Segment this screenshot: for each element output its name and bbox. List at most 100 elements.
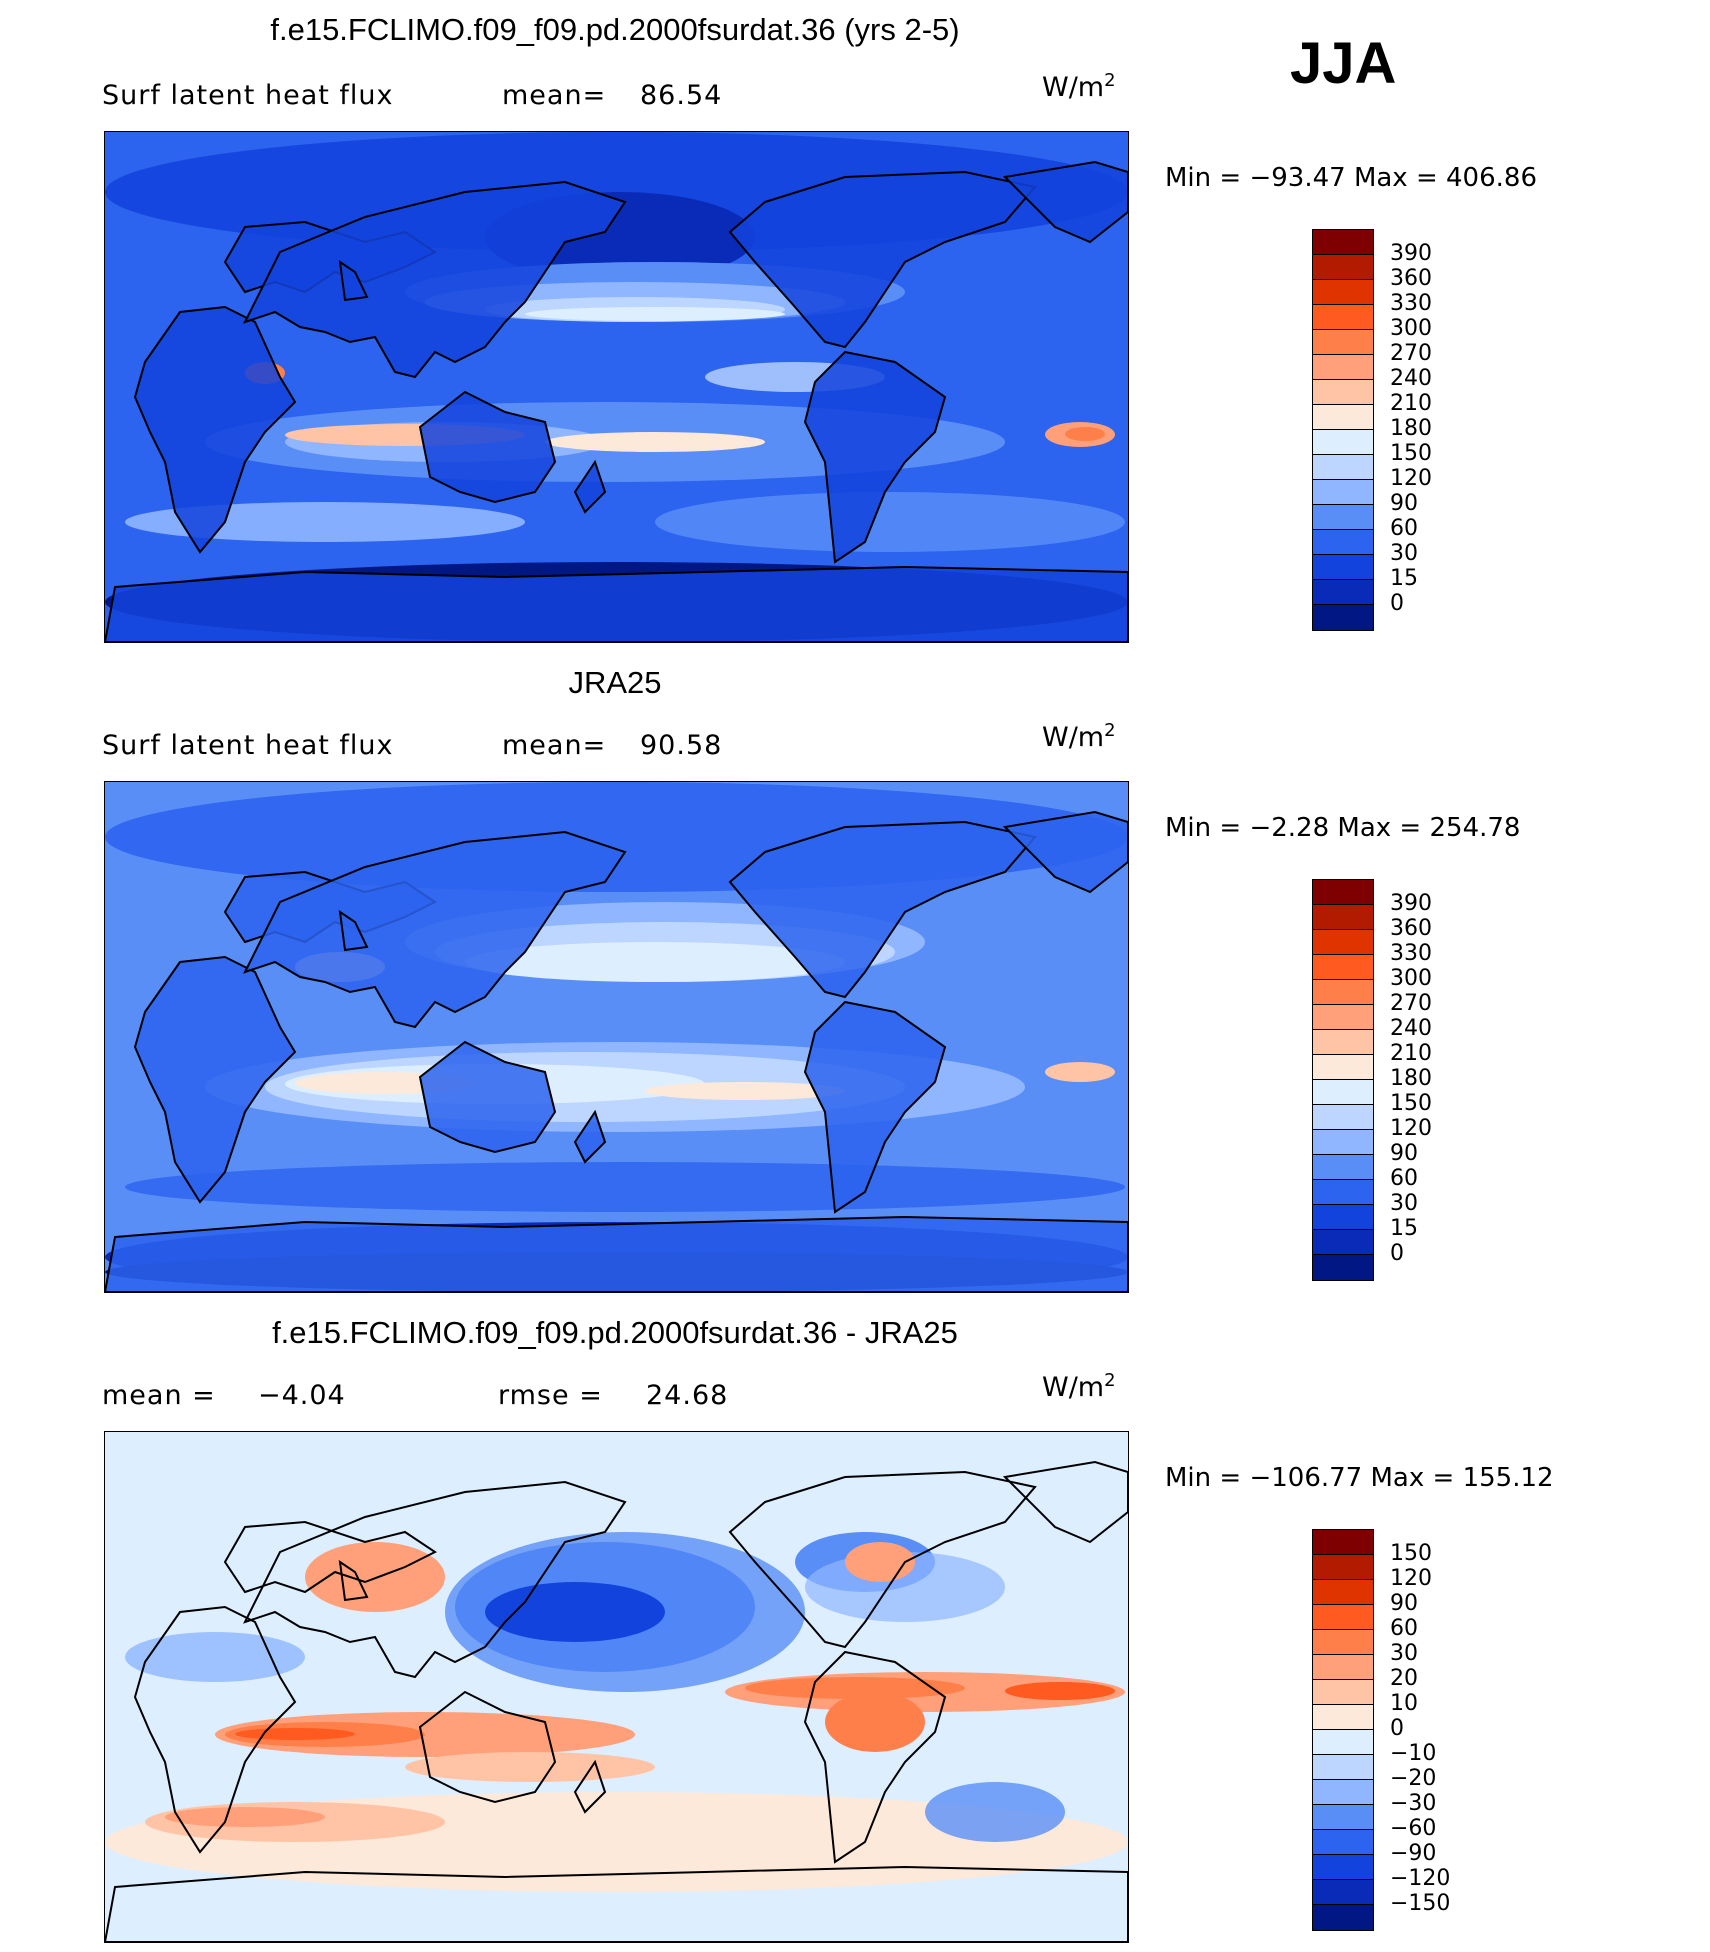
contour-region	[1005, 1682, 1115, 1700]
colorbar-swatch	[1313, 1030, 1373, 1055]
contour-region	[465, 942, 845, 982]
coastline	[133, 305, 297, 554]
coastline	[243, 1480, 627, 1679]
colorbar-tick-label: 360	[1390, 916, 1432, 941]
colorbar-swatch	[1313, 1780, 1373, 1805]
contour-region	[305, 1542, 445, 1612]
colorbar-tick-label: 270	[1390, 341, 1432, 366]
colorbar-swatch	[1313, 1180, 1373, 1205]
colorbar-tick-label: 150	[1390, 441, 1432, 466]
colorbar-tick-label: 210	[1390, 391, 1432, 416]
coastline	[105, 565, 1128, 642]
colorbar-tick-label: 240	[1390, 366, 1432, 391]
contour-region	[925, 1782, 1065, 1842]
colorbar-swatch	[1313, 1705, 1373, 1730]
colorbar-tick-label: 90	[1390, 491, 1418, 516]
coastline	[803, 1650, 947, 1864]
rmse-label: rmse =	[498, 1380, 603, 1411]
colorbar-swatch	[1313, 1855, 1373, 1880]
colorbar-swatch	[1313, 480, 1373, 505]
colorbar-swatch	[1313, 1230, 1373, 1255]
coastline	[418, 1690, 557, 1804]
colorbar-tick-label: 0	[1390, 1716, 1404, 1741]
colorbar-tick-label: 180	[1390, 416, 1432, 441]
colorbar-swatch	[1313, 1155, 1373, 1180]
colorbar-tick-label: 120	[1390, 1566, 1432, 1591]
coastline	[243, 830, 627, 1029]
colorbar-swatch	[1313, 255, 1373, 280]
colorbar-swatch	[1313, 1580, 1373, 1605]
colorbar-tick-label: 10	[1390, 1691, 1418, 1716]
colorbar-swatch	[1313, 330, 1373, 355]
colorbar-tick-label: 0	[1390, 591, 1404, 616]
min-max-readout: Min = −93.47 Max = 406.86	[1165, 163, 1537, 193]
contour-region	[525, 307, 785, 321]
colorbar-swatch	[1313, 380, 1373, 405]
season-label: JJA	[1290, 31, 1397, 96]
colorbar-tick-label: 180	[1390, 1066, 1432, 1091]
colorbar-tick-label: 150	[1390, 1091, 1432, 1116]
colorbar-swatch	[1313, 905, 1373, 930]
colorbar-swatch	[1313, 880, 1373, 905]
colorbar-swatch	[1313, 1630, 1373, 1655]
colorbar-tick-label: 60	[1390, 1616, 1418, 1641]
colorbar-swatch	[1313, 955, 1373, 980]
colorbar-swatch	[1313, 1655, 1373, 1680]
coastline	[803, 350, 947, 564]
contour-region	[655, 492, 1125, 552]
coastline	[243, 180, 627, 379]
contour-region	[545, 432, 765, 452]
coastline	[223, 1520, 437, 1594]
colorbar-diff	[1312, 1529, 1374, 1931]
colorbar-tick-label: 150	[1390, 1541, 1432, 1566]
colorbar-tick-label: −150	[1390, 1891, 1451, 1916]
colorbar-swatch	[1313, 1605, 1373, 1630]
variable-label: Surf latent heat flux	[102, 730, 394, 761]
colorbar-tick-label: −10	[1390, 1741, 1437, 1766]
colorbar-tick-label: −120	[1390, 1866, 1451, 1891]
contour-region	[165, 1807, 325, 1827]
coastline	[573, 1109, 607, 1164]
min-max-readout: Min = −106.77 Max = 155.12	[1165, 1463, 1554, 1493]
coastline	[338, 1559, 369, 1602]
mean-value: −4.04	[258, 1380, 346, 1411]
colorbar-swatch	[1313, 1080, 1373, 1105]
colorbar-model	[1312, 229, 1374, 631]
colorbar-tick-label: 330	[1390, 941, 1432, 966]
units-label: W/m2	[1042, 70, 1116, 103]
colorbar-swatch	[1313, 605, 1373, 630]
variable-label: Surf latent heat flux	[102, 80, 394, 111]
colorbar-tick-label: 330	[1390, 291, 1432, 316]
colorbar-tick-label: 30	[1390, 1191, 1418, 1216]
colorbar-tick-label: 30	[1390, 541, 1418, 566]
colorbar-swatch	[1313, 1730, 1373, 1755]
coastline	[1002, 810, 1128, 894]
colorbar-tick-label: 120	[1390, 466, 1432, 491]
coastline	[1002, 160, 1128, 244]
colorbar-tick-label: 15	[1390, 566, 1418, 591]
colorbar-swatch	[1313, 1555, 1373, 1580]
coastline	[338, 909, 369, 952]
mean-value: 90.58	[640, 730, 723, 761]
units-label: W/m2	[1042, 1370, 1116, 1403]
colorbar-tick-label: −60	[1390, 1816, 1437, 1841]
contour-region	[125, 1162, 1125, 1212]
colorbar-swatch	[1313, 530, 1373, 555]
contour-region	[405, 1752, 655, 1782]
contour-region	[745, 1677, 965, 1699]
colorbar-tick-label: 360	[1390, 266, 1432, 291]
colorbar-tick-label: 90	[1390, 1141, 1418, 1166]
colorbar-swatch	[1313, 1055, 1373, 1080]
colorbar-swatch	[1313, 505, 1373, 530]
colorbar-swatch	[1313, 455, 1373, 480]
map-model	[104, 131, 1129, 643]
colorbar-tick-label: 60	[1390, 1166, 1418, 1191]
panel-title: f.e15.FCLIMO.f09_f09.pd.2000fsurdat.36 -…	[272, 1315, 958, 1350]
coastline	[728, 1470, 1037, 1649]
colorbar-swatch	[1313, 930, 1373, 955]
colorbar-tick-label: −20	[1390, 1766, 1437, 1791]
coastline	[728, 170, 1037, 349]
colorbar-swatch	[1313, 1905, 1373, 1930]
coastline	[133, 1605, 297, 1854]
coastline	[573, 459, 607, 514]
